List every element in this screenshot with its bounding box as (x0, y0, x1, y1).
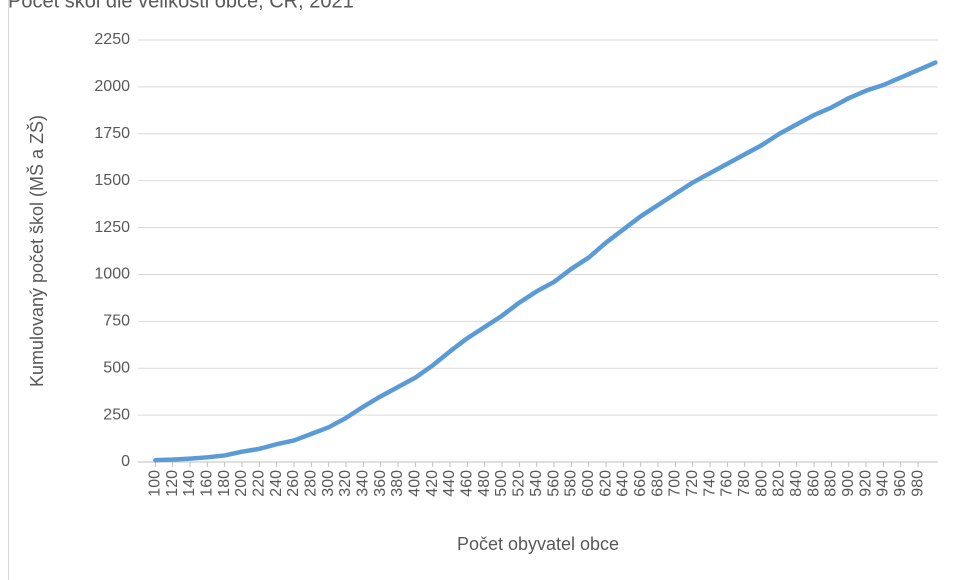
x-tick-label: 460 (459, 470, 476, 497)
x-tick-label: 960 (892, 470, 909, 497)
x-tick-label: 780 (736, 470, 753, 497)
y-tick-label: 1000 (94, 266, 130, 283)
x-tick-label: 860 (805, 470, 822, 497)
x-tick-label: 900 (840, 470, 857, 497)
x-tick-label: 880 (823, 470, 840, 497)
x-tick-label: 660 (632, 470, 649, 497)
x-tick-label: 980 (909, 470, 926, 497)
x-tick-label: 580 (563, 470, 580, 497)
y-tick-label: 1250 (94, 219, 130, 236)
x-tick-label: 400 (407, 470, 424, 497)
x-tick-label: 380 (389, 470, 406, 497)
y-tick-label: 1750 (94, 125, 130, 142)
x-tick-label: 300 (320, 470, 337, 497)
x-tick-label: 120 (164, 470, 181, 497)
x-tick-label: 260 (285, 470, 302, 497)
x-tick-label: 220 (251, 470, 268, 497)
y-axis-label: Kumulovaný počet škol (MŠ a ZŠ) (26, 115, 47, 387)
x-tick-label: 100 (147, 470, 164, 497)
x-tick-label: 180 (216, 470, 233, 497)
y-tick-label: 0 (121, 453, 130, 470)
y-tick-label: 2250 (94, 31, 130, 48)
x-tick-label: 840 (788, 470, 805, 497)
x-axis-label: Počet obyvatel obce (457, 534, 619, 554)
x-tick-label: 700 (667, 470, 684, 497)
data-line (153, 60, 938, 463)
x-tick-label: 800 (753, 470, 770, 497)
x-tick-label: 740 (701, 470, 718, 497)
x-tick-label: 160 (199, 470, 216, 497)
x-tick-label: 760 (719, 470, 736, 497)
x-tick-label: 820 (771, 470, 788, 497)
x-tick-label: 600 (580, 470, 597, 497)
x-tick-label: 920 (857, 470, 874, 497)
x-tick-label: 360 (372, 470, 389, 497)
x-tick-label: 280 (303, 470, 320, 497)
x-tick-label: 620 (597, 470, 614, 497)
x-tick-label: 520 (511, 470, 528, 497)
y-tick-label: 500 (103, 359, 130, 376)
x-tick-label: 200 (233, 470, 250, 497)
x-tick-label: 500 (493, 470, 510, 497)
x-tick-label: 680 (649, 470, 666, 497)
x-tick-label: 720 (684, 470, 701, 497)
x-tick-label: 140 (181, 470, 198, 497)
x-tick-label: 480 (476, 470, 493, 497)
x-tick-label: 420 (424, 470, 441, 497)
y-tick-label: 2000 (94, 78, 130, 95)
chart-title: Počet škol dle velikosti obce, ČR, 2021 (8, 0, 354, 12)
x-tick-label: 340 (355, 470, 372, 497)
y-tick-label: 250 (103, 406, 130, 423)
x-tick-label: 440 (441, 470, 458, 497)
x-tick-label: 560 (545, 470, 562, 497)
y-tick-label: 750 (103, 313, 130, 330)
x-tick-label: 940 (875, 470, 892, 497)
x-tick-label: 540 (528, 470, 545, 497)
x-tick-label: 240 (268, 470, 285, 497)
x-tick-label: 640 (615, 470, 632, 497)
y-tick-label: 1500 (94, 172, 130, 189)
x-tick-label: 320 (337, 470, 354, 497)
